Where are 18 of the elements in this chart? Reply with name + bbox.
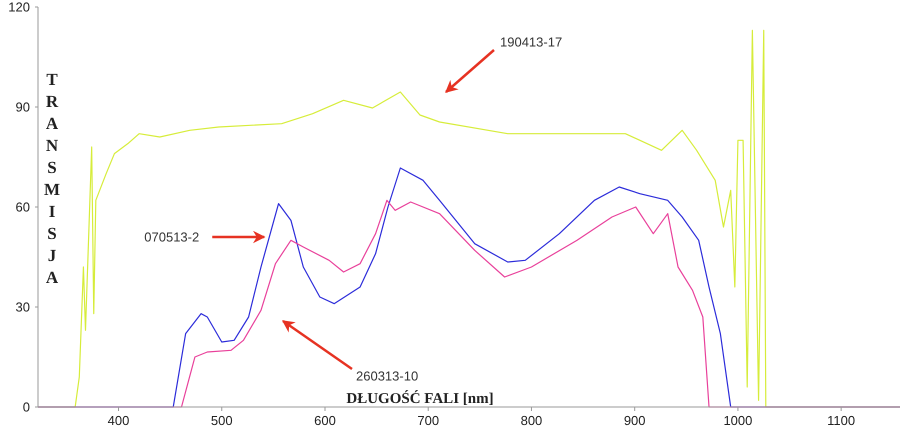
x-tick-label: 500 (210, 413, 233, 428)
annotation: 260313-10 (356, 368, 418, 384)
y-tick-label: 60 (16, 200, 30, 215)
x-tick-label: 400 (108, 413, 130, 428)
x-tick-label: 1000 (723, 413, 752, 428)
x-tick-label: 600 (314, 413, 336, 428)
x-axis-title: DŁUGOŚĆ FALI [nm] (346, 390, 494, 407)
x-tick-label: 900 (624, 413, 646, 428)
x-tick-label: 700 (417, 413, 440, 428)
x-tick-label: 800 (520, 413, 542, 428)
text: TRANSMISJA (44, 70, 60, 287)
y-tick-label: 90 (16, 100, 30, 115)
y-tick-label: 0 (22, 400, 30, 415)
x-tick-label: 1100 (827, 413, 856, 428)
y-tick-label: 120 (8, 0, 30, 15)
y-tick-label: 30 (16, 300, 30, 315)
annotation: 070513-2 (144, 230, 200, 245)
annotation: 190413-17 (500, 34, 562, 50)
